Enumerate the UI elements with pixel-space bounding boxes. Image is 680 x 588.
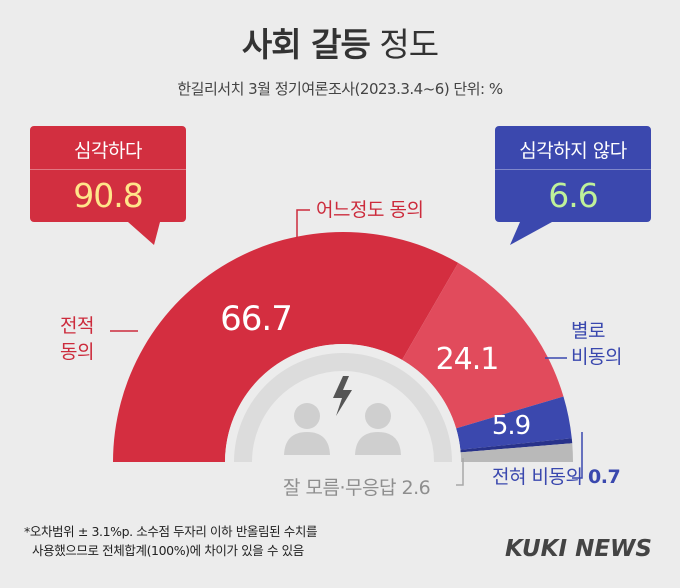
donut-slice-4: [460, 443, 573, 462]
donut-slice-1: [402, 262, 564, 429]
inner-ring: [234, 353, 452, 463]
label-strongly-agree: 전적 동의: [60, 313, 94, 365]
label-somewhat-agree: 어느정도 동의: [316, 199, 424, 221]
callout-serious-value: 90.8: [73, 176, 143, 215]
label-strongly-disagree-value: 0.7: [588, 466, 621, 488]
callout-serious-pointer: [128, 222, 160, 245]
donut-slice-3: [460, 438, 573, 453]
subtitle: 한길리서치 3월 정기여론조사(2023.3.4~6) 단위: %: [177, 80, 503, 98]
leader-strongly-disagree: [572, 432, 583, 479]
footnote: *오차범위 ± 3.1%p. 소수점 두자리 이하 반올림된 수치를 사용했으므…: [24, 522, 318, 560]
callout-notserious-pointer: [510, 222, 552, 245]
callout-not-serious: 심각하지 않다 6.6: [495, 126, 651, 222]
donut-slice-0: [113, 231, 459, 462]
callout-not-serious-value: 6.6: [548, 176, 598, 215]
donut-slices: [113, 231, 573, 462]
label-strongly-disagree-text: 전혀 비동의: [492, 466, 583, 488]
label-dont-know-value: 2.6: [401, 477, 431, 499]
label-dont-know-text: 잘 모름·무응답: [283, 477, 396, 499]
label-strongly-disagree: 전혀 비동의 0.7: [492, 464, 621, 490]
label-strongly-agree-1: 전적: [60, 315, 94, 337]
callout-not-serious-label: 심각하지 않다: [495, 126, 651, 170]
people-icon: [284, 403, 401, 455]
donut-hole: [225, 344, 461, 580]
callout-serious-label: 심각하다: [30, 126, 186, 170]
donut-slice-2: [456, 396, 572, 450]
label-somewhat-disagree-1: 별로: [571, 320, 605, 342]
data-label-somewhat-disagree: 5.9: [492, 411, 530, 441]
page-title: 사회 갈등 정도: [0, 18, 680, 66]
leader-somewhat-agree: [296, 209, 310, 238]
leader-dont-know: [456, 458, 464, 486]
label-somewhat-disagree: 별로 비동의: [563, 318, 643, 370]
logo: KUKI NEWS: [505, 536, 652, 562]
title-bold: 사회 갈등: [241, 25, 371, 64]
label-strongly-agree-2: 동의: [60, 341, 94, 363]
data-label-strongly-agree: 66.7: [220, 299, 292, 339]
footnote-line1: *오차범위 ± 3.1%p. 소수점 두자리 이하 반올림된 수치를: [24, 524, 318, 539]
title-light: 정도: [379, 25, 439, 64]
footnote-line2: 사용했으므로 전체합계(100%)에 차이가 있을 수 있음: [32, 543, 304, 558]
data-label-somewhat-agree: 24.1: [436, 342, 499, 377]
label-somewhat-disagree-2: 비동의: [571, 346, 622, 368]
lightning-icon: [333, 376, 352, 416]
callout-serious: 심각하다 90.8: [30, 126, 186, 222]
label-dont-know: 잘 모름·무응답 2.6: [283, 475, 431, 501]
